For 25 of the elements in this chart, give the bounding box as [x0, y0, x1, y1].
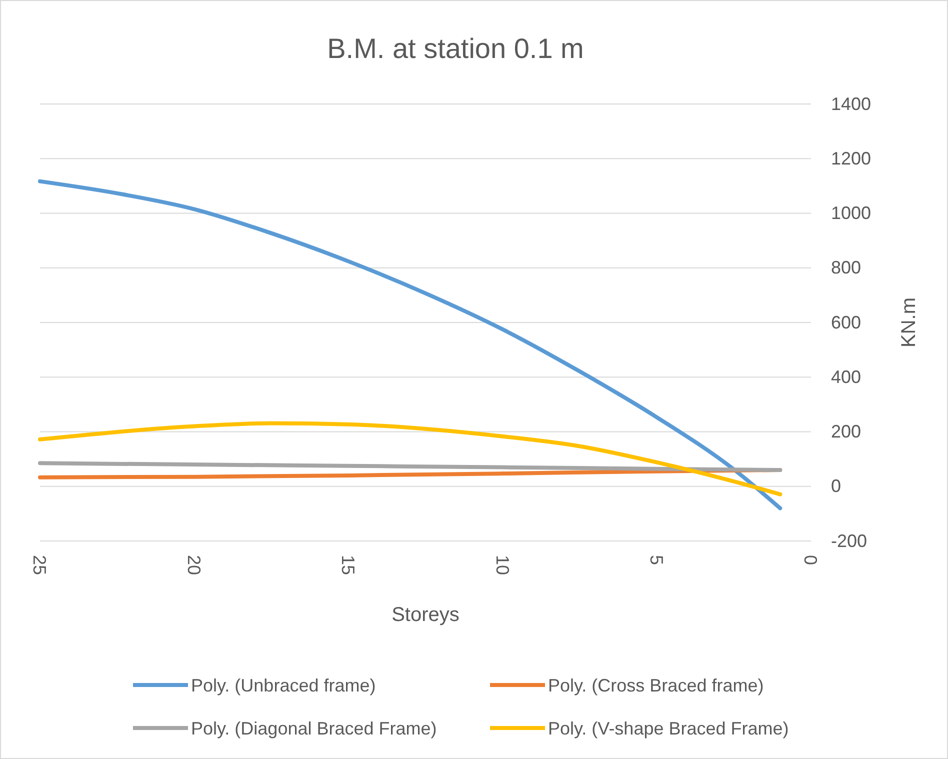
y-tick-label: 600: [831, 312, 862, 332]
y-tick-label: 400: [831, 366, 862, 387]
y-axis-title: KN.m: [898, 298, 920, 348]
x-axis-title: Storeys: [392, 604, 460, 626]
y-tick-label: 1200: [831, 148, 872, 168]
y-tick-label: 1000: [831, 203, 872, 224]
y-tick-label: 0: [831, 476, 842, 496]
x-tick-label: 10: [492, 555, 512, 576]
legend-label: Poly. (V-shape Braced Frame): [548, 718, 789, 738]
line-series: [38, 421, 782, 496]
x-tick-label: 5: [646, 555, 666, 566]
x-tick-label: 15: [338, 555, 358, 576]
x-tick-label: 25: [30, 555, 50, 576]
legend-label: Poly. (Diagonal Braced Frame): [191, 718, 437, 738]
y-tick-label: -200: [831, 530, 868, 551]
chart-title: B.M. at station 0.1 m: [327, 33, 584, 64]
x-tick-label: 0: [800, 555, 821, 566]
x-tick-label: 20: [184, 555, 204, 576]
y-tick-label: 200: [831, 422, 862, 442]
y-tick-label: 1400: [831, 94, 872, 114]
legend-label: Poly. (Cross Braced frame): [548, 675, 764, 696]
legend-label: Poly. (Unbraced frame): [191, 675, 376, 696]
line-series: [38, 179, 782, 510]
y-tick-label: 800: [831, 258, 862, 278]
line-series: [38, 461, 782, 472]
